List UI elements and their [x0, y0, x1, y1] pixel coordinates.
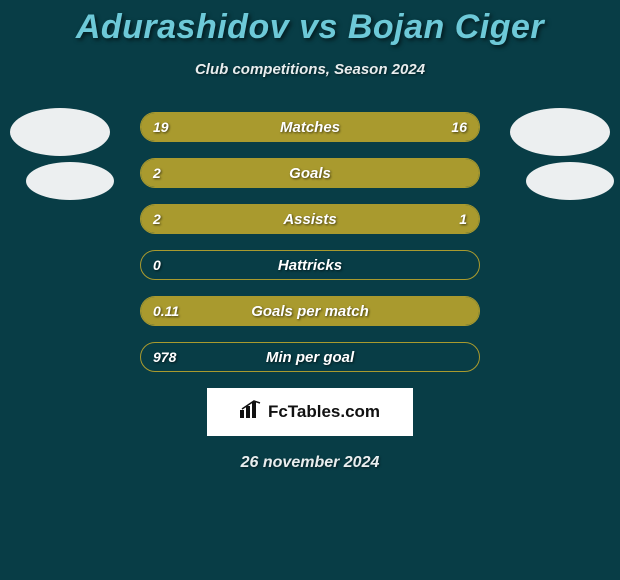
bar-fill-left	[141, 205, 367, 233]
stat-value-left: 0	[153, 251, 161, 279]
player-right-avatar-secondary	[526, 162, 614, 200]
stat-value-left: 978	[153, 343, 176, 371]
player-right-avatar	[510, 108, 610, 156]
footer-date: 26 november 2024	[0, 454, 620, 472]
stat-label: Hattricks	[141, 251, 479, 279]
source-logo-text: FcTables.com	[268, 402, 380, 422]
stat-row: 0.11Goals per match	[140, 296, 480, 326]
stat-label: Min per goal	[141, 343, 479, 371]
chart-icon	[240, 400, 262, 424]
stat-row: 2Goals	[140, 158, 480, 188]
bar-fill-right	[367, 205, 479, 233]
bar-fill-right	[324, 113, 479, 141]
comparison-chart: 1916Matches 2Goals 21Assists 0Hattricks 0.11…	[0, 112, 620, 372]
stat-row: 1916Matches	[140, 112, 480, 142]
stat-row: 0Hattricks	[140, 250, 480, 280]
stat-row: 21Assists	[140, 204, 480, 234]
stat-row: 978Min per goal	[140, 342, 480, 372]
player-left-avatar-secondary	[26, 162, 114, 200]
stat-bars: 1916Matches 2Goals 21Assists 0Hattricks 0.11…	[140, 112, 480, 388]
bar-fill-left	[141, 297, 479, 325]
page-subtitle: Club competitions, Season 2024	[0, 61, 620, 78]
bar-fill-left	[141, 113, 324, 141]
source-logo: FcTables.com	[207, 388, 413, 436]
player-left-avatar	[10, 108, 110, 156]
page-title: Adurashidov vs Bojan Ciger	[0, 0, 620, 47]
bar-fill-left	[141, 159, 479, 187]
